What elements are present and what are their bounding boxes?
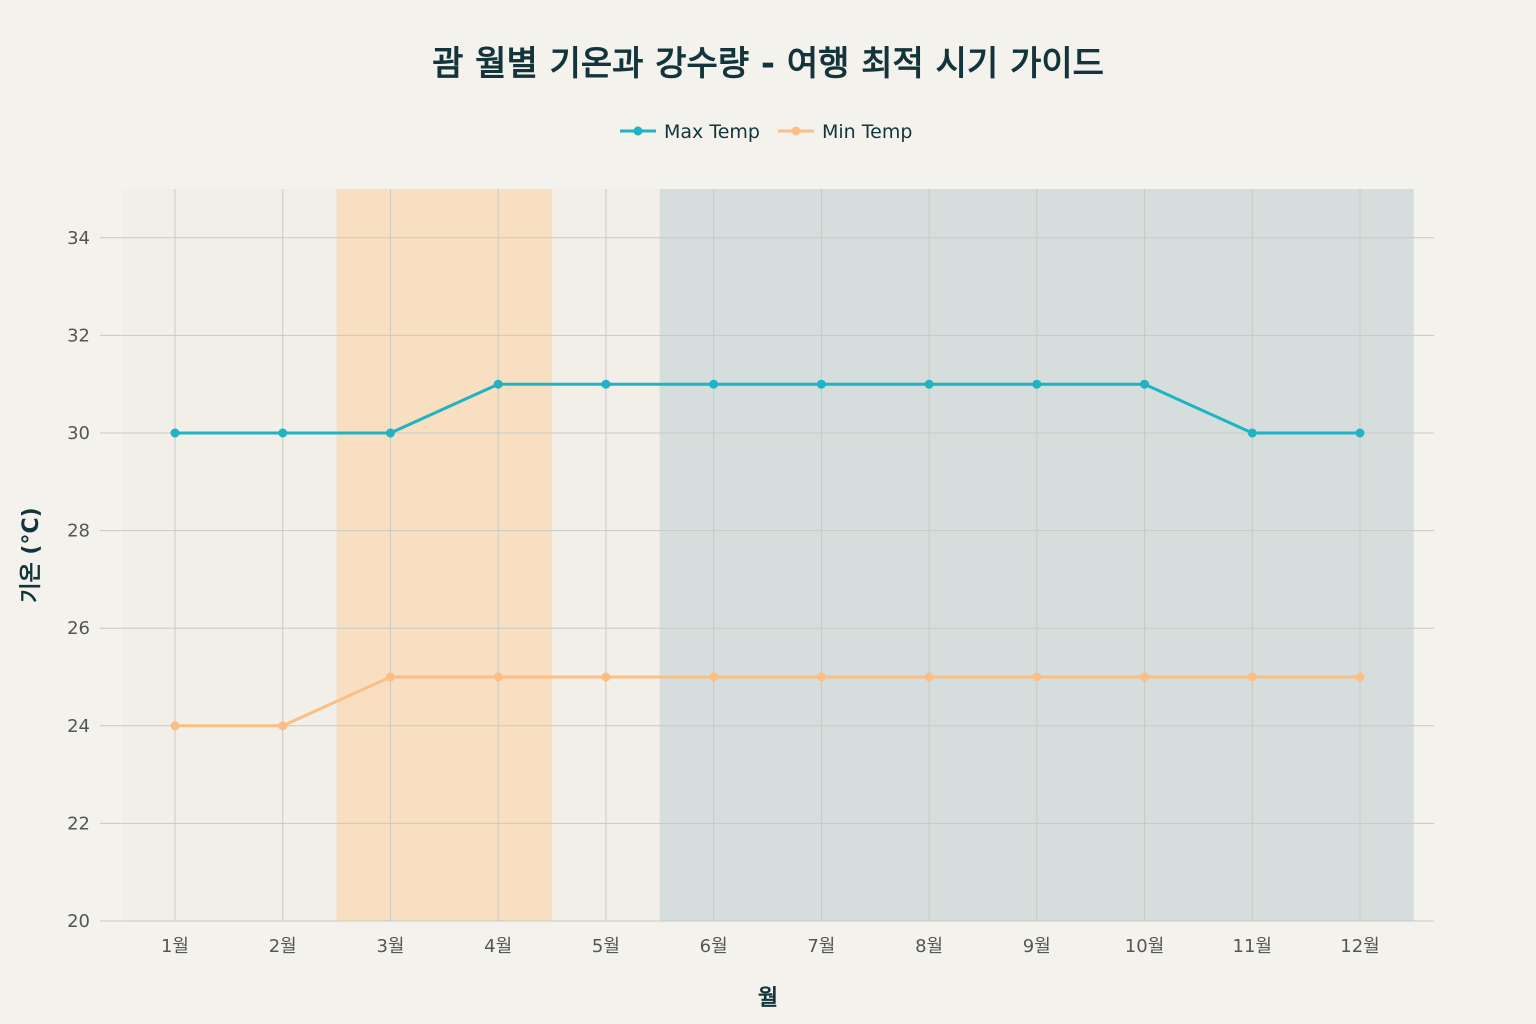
chart-title: 괌 월별 기온과 강수량 - 여행 최적 시기 가이드 [432, 44, 1104, 84]
legend: Max Temp Min Temp [620, 121, 912, 143]
legend-marker-max-temp [633, 126, 643, 136]
data-point-min-temp [816, 672, 826, 682]
x-tick-label: 12월 [1340, 936, 1379, 957]
x-tick-label: 1월 [161, 936, 189, 957]
data-point-max-temp [1355, 428, 1365, 438]
data-point-max-temp [1247, 428, 1257, 438]
y-tick-label: 34 [67, 228, 90, 249]
series-line-max-temp [175, 382, 1360, 435]
series-line-min-temp [175, 675, 1360, 728]
y-axis-title: 기온 (°C) [19, 507, 44, 602]
data-point-min-temp [1355, 672, 1365, 682]
x-tick-label: 10월 [1125, 936, 1164, 957]
y-tick-label: 32 [67, 325, 90, 346]
data-point-max-temp [924, 379, 934, 389]
legend-marker-min-temp [791, 126, 801, 136]
data-point-min-temp [1032, 672, 1042, 682]
data-point-max-temp [493, 379, 503, 389]
y-tick-label: 24 [67, 716, 90, 737]
grid [100, 189, 1434, 922]
data-point-max-temp [709, 379, 719, 389]
data-point-max-temp [1032, 379, 1042, 389]
shaded-region-1 [336, 189, 553, 921]
x-tick-label: 7월 [807, 936, 835, 957]
x-tick-label: 11월 [1233, 936, 1272, 957]
data-point-max-temp [1140, 379, 1150, 389]
y-axis-ticks: 20 22 24 26 28 30 32 34 [67, 228, 90, 932]
data-point-max-temp [170, 428, 180, 438]
legend-item-max-temp[interactable]: Max Temp [620, 121, 760, 143]
data-point-min-temp [924, 672, 934, 682]
data-point-min-temp [278, 721, 288, 731]
x-tick-label: 5월 [592, 936, 620, 957]
data-point-min-temp [1140, 672, 1150, 682]
data-point-max-temp [385, 428, 395, 438]
x-axis-ticks: 1월 2월 3월 4월 5월 6월 7월 8월 9월 10월 11월 12월 [161, 936, 1380, 957]
y-tick-label: 22 [67, 813, 90, 834]
y-tick-label: 26 [67, 618, 90, 639]
data-point-min-temp [385, 672, 395, 682]
x-tick-label: 4월 [484, 936, 512, 957]
y-tick-label: 28 [67, 521, 90, 542]
data-point-min-temp [601, 672, 611, 682]
data-point-min-temp [493, 672, 503, 682]
x-tick-label: 2월 [269, 936, 297, 957]
y-tick-label: 30 [67, 423, 90, 444]
x-tick-label: 9월 [1023, 936, 1051, 957]
data-point-max-temp [601, 379, 611, 389]
legend-label-min-temp: Min Temp [822, 121, 912, 143]
data-point-max-temp [816, 379, 826, 389]
y-tick-label: 20 [67, 911, 90, 932]
series-layer [170, 379, 1365, 731]
x-tick-label: 6월 [700, 936, 728, 957]
data-point-min-temp [709, 672, 719, 682]
data-point-min-temp [170, 721, 180, 731]
x-axis-title: 월 [758, 986, 778, 1011]
data-point-min-temp [1247, 672, 1257, 682]
x-tick-label: 3월 [376, 936, 404, 957]
legend-label-max-temp: Max Temp [664, 121, 760, 143]
legend-item-min-temp[interactable]: Min Temp [778, 121, 912, 143]
data-point-max-temp [278, 428, 288, 438]
x-tick-label: 8월 [915, 936, 943, 957]
